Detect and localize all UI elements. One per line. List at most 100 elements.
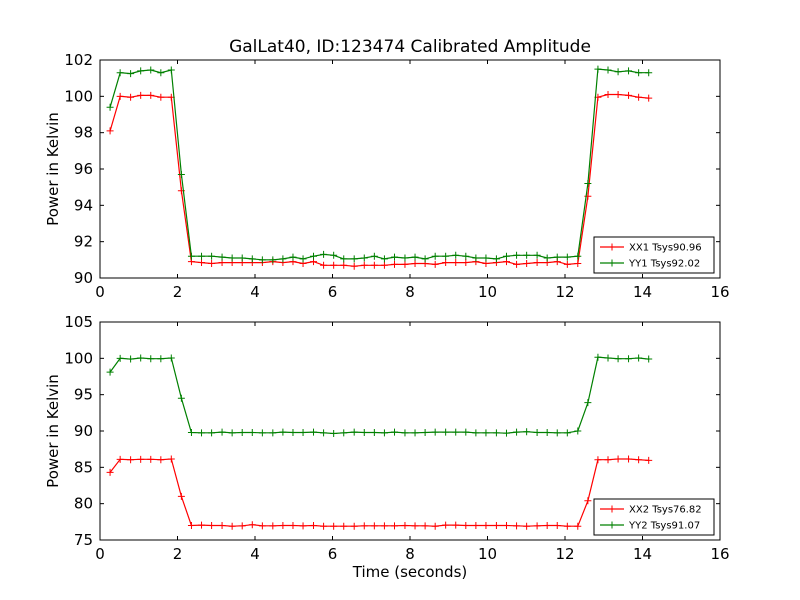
- data-point-marker: [380, 261, 388, 269]
- data-point-marker: [258, 522, 266, 530]
- data-point-marker: [370, 252, 378, 260]
- x-tick-label: 12: [555, 545, 574, 563]
- data-point-marker: [258, 256, 266, 264]
- y-tick-label: 98: [74, 124, 93, 142]
- data-point-marker: [106, 103, 114, 111]
- data-point-marker: [157, 355, 165, 363]
- data-point-marker: [198, 521, 206, 529]
- data-point-marker: [157, 456, 165, 464]
- x-tick-label: 10: [478, 283, 497, 301]
- data-point-marker: [320, 522, 328, 530]
- data-point-marker: [411, 522, 419, 530]
- data-point-marker: [452, 428, 460, 436]
- data-point-marker: [157, 69, 165, 77]
- data-point-marker: [350, 428, 358, 436]
- x-tick-label: 14: [633, 545, 652, 563]
- legend-label: YY2 Tsys91.07: [628, 521, 700, 532]
- data-point-marker: [431, 252, 439, 260]
- data-point-marker: [116, 92, 124, 100]
- data-point-marker: [228, 254, 236, 262]
- data-point-marker: [279, 428, 287, 436]
- data-point-marker: [147, 66, 155, 74]
- x-tick-label: 0: [95, 283, 105, 301]
- data-point-marker: [584, 399, 592, 407]
- data-point-marker: [330, 430, 338, 438]
- data-point-marker: [604, 91, 612, 99]
- x-tick-label: 16: [710, 545, 729, 563]
- data-point-marker: [574, 259, 582, 267]
- data-point-marker: [370, 428, 378, 436]
- data-point-marker: [360, 428, 368, 436]
- data-point-marker: [584, 180, 592, 188]
- data-point-marker: [269, 256, 277, 264]
- data-point-marker: [574, 252, 582, 260]
- x-tick-label: 14: [633, 283, 652, 301]
- y-tick-label: 92: [74, 233, 93, 251]
- y-tick-label: 80: [74, 495, 93, 513]
- data-point-marker: [574, 522, 582, 530]
- data-point-marker: [198, 429, 206, 437]
- data-point-marker: [543, 521, 551, 529]
- data-point-marker: [635, 354, 643, 362]
- x-tick-label: 4: [250, 545, 260, 563]
- data-point-marker: [208, 259, 216, 267]
- data-point-marker: [604, 456, 612, 464]
- data-point-marker: [574, 427, 582, 435]
- data-point-marker: [472, 429, 480, 437]
- data-point-marker: [198, 259, 206, 267]
- x-axis-label: Time (seconds): [352, 563, 468, 581]
- data-point-marker: [360, 254, 368, 262]
- data-point-marker: [310, 428, 318, 436]
- data-point-marker: [147, 455, 155, 463]
- data-point-marker: [106, 468, 114, 476]
- data-point-marker: [320, 261, 328, 269]
- lower-plot-amplitude-2: 0 2 4 6 8 10 12 14 16 75 80 85 90 95 100 105 Power in Ke…: [44, 313, 730, 581]
- data-point-marker: [442, 259, 450, 267]
- data-point-marker: [127, 70, 135, 78]
- data-point-marker: [330, 261, 338, 269]
- x-tick-label: 2: [173, 283, 183, 301]
- data-point-marker: [380, 522, 388, 530]
- data-point-marker: [177, 394, 185, 402]
- data-point-marker: [401, 429, 409, 437]
- data-point-marker: [635, 93, 643, 101]
- data-point-marker: [208, 521, 216, 529]
- data-point-marker: [482, 429, 490, 437]
- data-point-marker: [380, 255, 388, 263]
- data-point-marker: [330, 522, 338, 530]
- data-point-marker: [604, 354, 612, 362]
- data-point-marker: [553, 429, 561, 437]
- y-tick-label: 96: [74, 160, 93, 178]
- data-point-marker: [218, 428, 226, 436]
- data-point-marker: [391, 260, 398, 268]
- data-point-marker: [187, 252, 195, 260]
- data-point-marker: [482, 254, 490, 262]
- x-tick-label: 0: [95, 545, 105, 563]
- data-point-marker: [563, 429, 571, 437]
- data-point-marker: [269, 429, 277, 437]
- data-point-marker: [492, 429, 500, 437]
- data-point-marker: [421, 255, 429, 263]
- data-point-marker: [289, 253, 297, 261]
- data-point-marker: [167, 354, 175, 362]
- data-point-marker: [401, 521, 409, 529]
- data-point-marker: [513, 260, 521, 268]
- data-point-marker: [360, 261, 368, 269]
- data-point-marker: [167, 66, 175, 74]
- data-point-marker: [421, 522, 429, 530]
- data-point-marker: [482, 521, 490, 529]
- data-point-marker: [116, 354, 124, 362]
- data-point-marker: [208, 429, 216, 437]
- data-point-marker: [513, 428, 521, 436]
- data-point-marker: [391, 522, 398, 530]
- data-point-marker: [299, 255, 307, 263]
- data-point-marker: [401, 254, 409, 262]
- x-tick-label: 2: [173, 545, 183, 563]
- data-point-marker: [625, 355, 633, 363]
- data-point-marker: [502, 252, 510, 260]
- data-point-marker: [523, 259, 531, 267]
- data-point-marker: [543, 428, 551, 436]
- data-point-marker: [350, 522, 358, 530]
- data-point-marker: [391, 428, 398, 436]
